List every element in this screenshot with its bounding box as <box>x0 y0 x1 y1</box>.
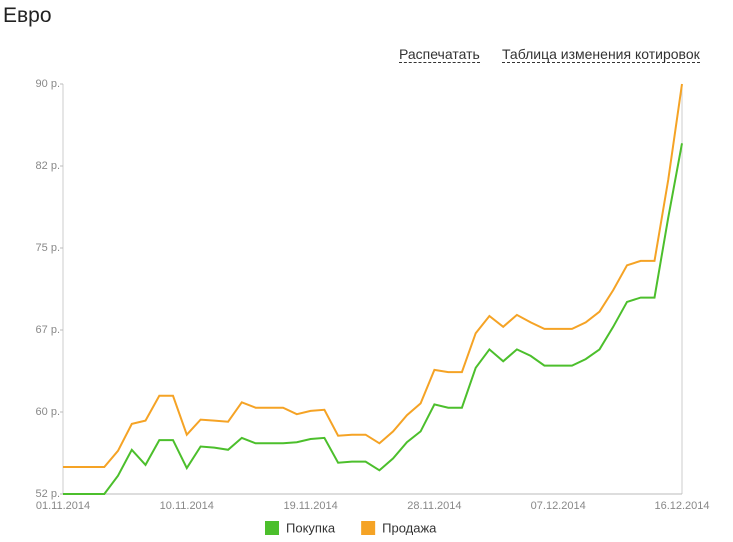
line <box>63 143 683 495</box>
print-link[interactable]: Распечатать <box>399 46 480 63</box>
y-tick-label: 82 р. <box>36 160 60 172</box>
y-tick-label: 75 р. <box>36 242 60 254</box>
legend-label: Продажа <box>382 520 437 535</box>
legend: Покупка Продажа <box>265 520 437 535</box>
y-tick-label: 52 р. <box>36 488 60 500</box>
x-tick-label: 07.12.2014 <box>531 500 586 512</box>
y-tick-label: 90 р. <box>36 78 60 90</box>
x-tick-label: 01.11.2014 <box>36 500 90 512</box>
table-link[interactable]: Таблица изменения котировок <box>502 46 700 63</box>
line <box>63 83 683 468</box>
x-tick-label: 28.11.2014 <box>407 500 461 512</box>
y-tick-label: 60 р. <box>36 406 60 418</box>
x-tick-label: 16.12.2014 <box>654 500 709 512</box>
legend-swatch <box>265 521 279 535</box>
legend-swatch <box>361 521 376 535</box>
x-tick-label: 19.11.2014 <box>283 500 337 512</box>
x-tick-label: 10.11.2014 <box>160 500 214 512</box>
title: Евро <box>3 4 52 27</box>
legend-label: Покупка <box>286 520 336 535</box>
y-tick-label: 67 р. <box>36 324 60 336</box>
